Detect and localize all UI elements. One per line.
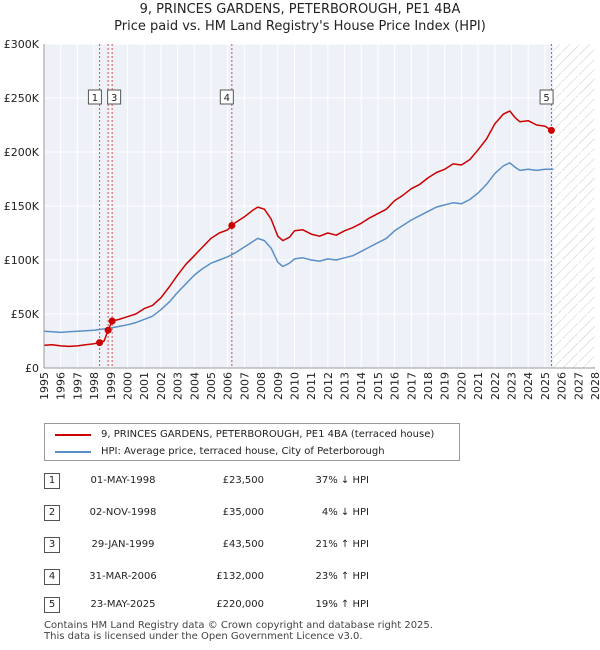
sale-hpi-diff: 19% ↑ HPI xyxy=(315,599,369,610)
series-line-hpi xyxy=(43,162,554,334)
x-tick-label: 2021 xyxy=(472,372,485,400)
sale-row: 4 31-MAR-2006 £132,000 23% ↑ HPI xyxy=(44,567,444,587)
legend-swatch-property xyxy=(55,433,91,436)
sale-point xyxy=(228,221,236,229)
y-tick-label: £300K xyxy=(4,38,40,51)
x-tick-label: 2005 xyxy=(205,372,218,400)
sale-row: 3 29-JAN-1999 £43,500 21% ↑ HPI xyxy=(44,535,444,555)
sale-date: 02-NOV-1998 xyxy=(89,507,157,518)
sale-label-number: 5 xyxy=(543,93,549,104)
x-tick-label: 2024 xyxy=(522,372,535,400)
sale-price: £23,500 xyxy=(222,475,264,486)
x-tick-label: 2011 xyxy=(305,372,318,400)
sale-date: 31-MAR-2006 xyxy=(89,571,157,582)
legend-swatch-hpi xyxy=(55,450,91,453)
x-tick-label: 2014 xyxy=(355,372,368,400)
sale-label-box xyxy=(107,89,122,105)
legend-label-property: 9, PRINCES GARDENS, PETERBOROUGH, PE1 4B… xyxy=(101,429,435,440)
sale-hpi-diff: 37% ↓ HPI xyxy=(315,475,369,486)
x-tick-label: 2009 xyxy=(272,372,285,400)
sale-number-badge: 4 xyxy=(44,569,60,585)
footer-copyright: Contains HM Land Registry data © Crown c… xyxy=(44,620,433,631)
sale-price: £43,500 xyxy=(222,539,264,550)
sale-number-badge: 3 xyxy=(44,537,60,553)
sale-point xyxy=(104,326,112,334)
x-tick-label: 2004 xyxy=(188,372,201,400)
chart-title: 9, PRINCES GARDENS, PETERBOROUGH, PE1 4B… xyxy=(139,2,461,17)
y-tick-label: £250K xyxy=(4,92,40,105)
x-tick-label: 2022 xyxy=(489,372,502,400)
sale-price: £220,000 xyxy=(216,599,264,610)
x-tick-label: 2018 xyxy=(422,372,435,400)
legend: 9, PRINCES GARDENS, PETERBOROUGH, PE1 4B… xyxy=(44,423,460,461)
x-tick-label: 2023 xyxy=(506,372,519,400)
x-tick-label: 1996 xyxy=(55,372,68,400)
y-tick-label: £100K xyxy=(4,254,40,267)
sale-row: 1 01-MAY-1998 £23,500 37% ↓ HPI xyxy=(44,471,444,491)
y-tick-label: £200K xyxy=(4,146,40,159)
sale-date: 23-MAY-2025 xyxy=(90,599,156,610)
x-tick-label: 2006 xyxy=(222,372,235,400)
x-tick-label: 2025 xyxy=(539,372,552,400)
sale-label-number: 4 xyxy=(224,93,230,104)
x-tick-label: 2017 xyxy=(405,372,418,400)
footer-notice: Contains HM Land Registry data © Crown c… xyxy=(44,620,433,642)
sale-label-number: 1 xyxy=(92,93,98,104)
y-tick-label: £50K xyxy=(11,308,40,321)
sale-point xyxy=(96,339,104,347)
x-tick-label: 2026 xyxy=(556,372,569,400)
legend-item-property: 9, PRINCES GARDENS, PETERBOROUGH, PE1 4B… xyxy=(55,429,434,440)
sale-date: 01-MAY-1998 xyxy=(90,475,156,486)
sale-hpi-diff: 4% ↓ HPI xyxy=(321,507,369,518)
x-tick-label: 2002 xyxy=(155,372,168,400)
sale-number-badge: 2 xyxy=(44,505,60,521)
footer-license: This data is licensed under the Open Gov… xyxy=(44,631,363,642)
x-tick-label: 2001 xyxy=(138,372,151,400)
x-tick-label: 2027 xyxy=(572,372,585,400)
sale-point xyxy=(108,317,116,325)
sale-number-badge: 1 xyxy=(44,473,60,489)
legend-label-hpi: HPI: Average price, terraced house, City… xyxy=(101,446,385,457)
x-tick-label: 2015 xyxy=(372,372,385,400)
sale-hpi-diff: 21% ↑ HPI xyxy=(315,539,369,550)
sale-price: £132,000 xyxy=(216,571,264,582)
sale-label-box xyxy=(87,89,102,105)
sale-price: £35,000 xyxy=(222,507,264,518)
x-tick-label: 2020 xyxy=(455,372,468,400)
x-tick-label: 2008 xyxy=(255,372,268,400)
x-tick-label: 2010 xyxy=(288,372,301,400)
x-tick-label: 2028 xyxy=(589,372,600,400)
sale-row: 2 02-NOV-1998 £35,000 4% ↓ HPI xyxy=(44,503,444,523)
sale-label-box xyxy=(219,89,234,105)
series-line-property xyxy=(43,110,552,348)
y-tick-label: £0 xyxy=(25,362,39,375)
x-tick-label: 2007 xyxy=(238,372,251,400)
sale-row: 5 23-MAY-2025 £220,000 19% ↑ HPI xyxy=(44,595,444,615)
sale-number-badge: 5 xyxy=(44,597,60,613)
x-tick-label: 1999 xyxy=(105,372,118,400)
sale-hpi-diff: 23% ↑ HPI xyxy=(315,571,369,582)
sale-label-number: 3 xyxy=(111,93,117,104)
x-tick-label: 2000 xyxy=(121,372,134,400)
sale-date: 29-JAN-1999 xyxy=(91,539,155,550)
x-tick-label: 2012 xyxy=(322,372,335,400)
chart-subtitle: Price paid vs. HM Land Registry's House … xyxy=(114,19,486,34)
x-tick-label: 2003 xyxy=(172,372,185,400)
x-tick-label: 2013 xyxy=(339,372,352,400)
sale-point xyxy=(547,126,555,134)
x-tick-label: 1998 xyxy=(88,372,101,400)
x-tick-label: 2019 xyxy=(439,372,452,400)
x-tick-label: 2016 xyxy=(389,372,402,400)
x-tick-label: 1995 xyxy=(38,372,51,400)
sale-label-box xyxy=(539,89,554,105)
legend-item-hpi: HPI: Average price, terraced house, City… xyxy=(55,446,385,457)
y-tick-label: £150K xyxy=(4,200,40,213)
x-tick-label: 1997 xyxy=(71,372,84,400)
